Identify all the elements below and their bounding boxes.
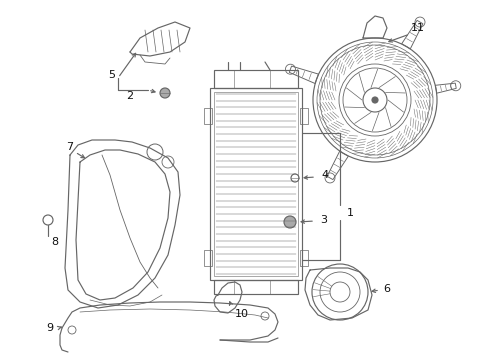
Text: 7: 7 xyxy=(67,142,74,152)
Circle shape xyxy=(372,97,378,103)
Circle shape xyxy=(160,88,170,98)
Text: 4: 4 xyxy=(321,170,329,180)
Text: 11: 11 xyxy=(411,23,425,33)
Text: 10: 10 xyxy=(235,309,249,319)
Text: 2: 2 xyxy=(126,91,134,101)
Text: 6: 6 xyxy=(384,284,391,294)
Text: 1: 1 xyxy=(346,208,353,218)
Text: 9: 9 xyxy=(47,323,53,333)
Text: 3: 3 xyxy=(320,215,327,225)
Circle shape xyxy=(284,216,296,228)
Text: 5: 5 xyxy=(108,70,116,80)
Text: 8: 8 xyxy=(51,237,59,247)
